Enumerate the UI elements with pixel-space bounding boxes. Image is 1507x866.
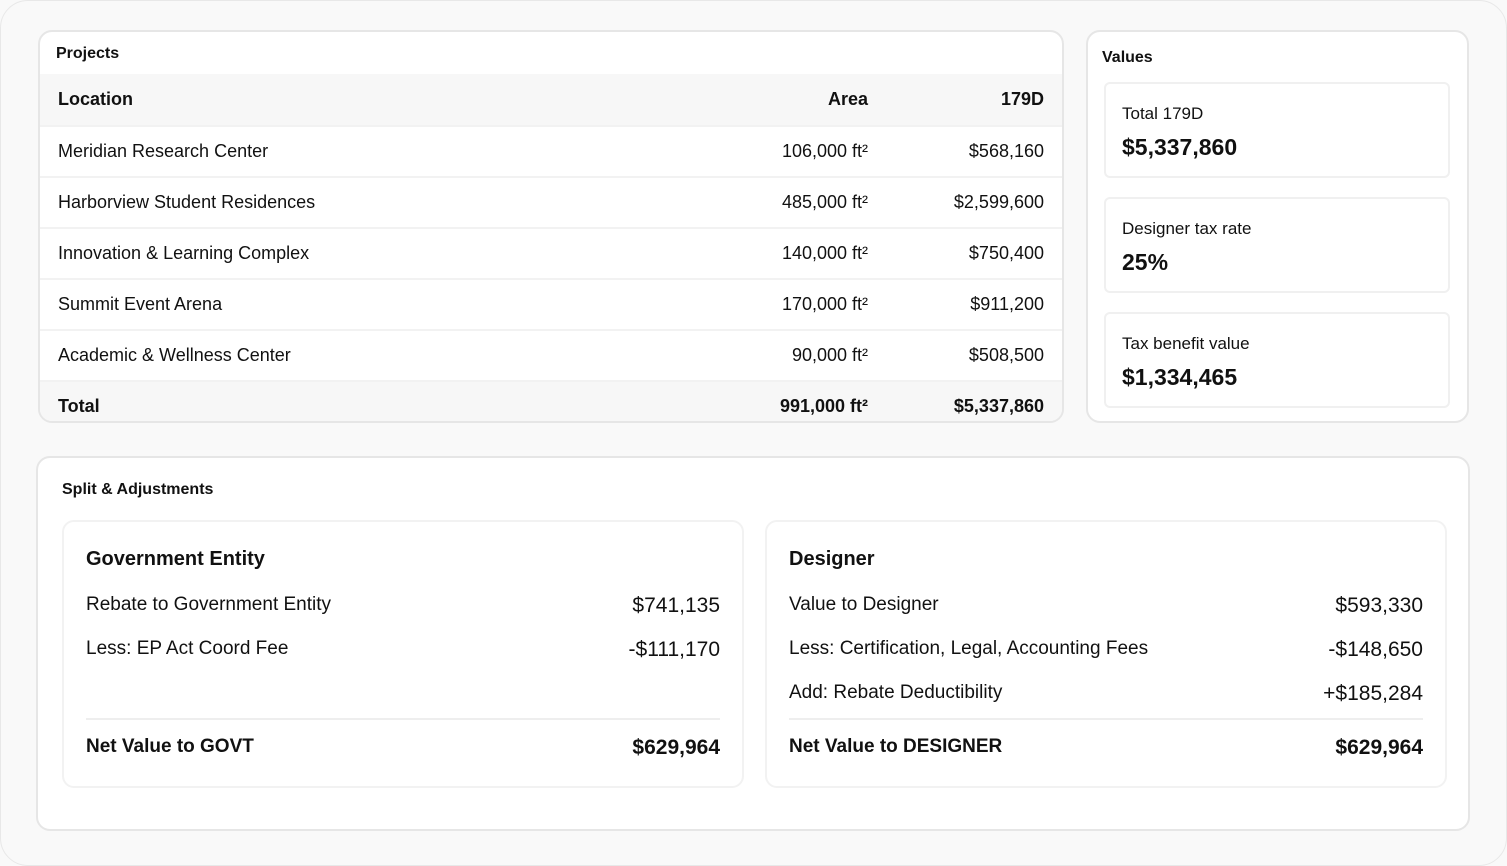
cell: 485,000 ft² [730,177,886,229]
value-box: Tax benefit value $1,334,465 [1104,312,1450,408]
panel-title: Designer [789,548,875,570]
net-row: Net Value to DESIGNER $629,964 [789,736,1423,760]
line-amount: $593,330 [1335,594,1423,617]
cell: $508,500 [886,330,1062,382]
line-item: Value to Designer $593,330 [789,594,1423,618]
card-title: Values [1102,49,1153,66]
cell: 140,000 ft² [730,228,886,280]
line-label: Less: EP Act Coord Fee [86,638,289,659]
separator [86,718,720,720]
split-card: Split & Adjustments Government Entity Reb… [36,456,1470,831]
cell: Innovation & Learning Complex [40,228,730,280]
value-amount: 25% [1122,249,1169,275]
value-label: Total 179D [1122,104,1204,123]
value-amount: $5,337,860 [1122,134,1238,160]
table-row: Meridian Research Center 106,000 ft² $568,… [40,126,1062,178]
cell: 170,000 ft² [730,279,886,331]
values-card: Values Total 179D $5,337,860 Designer tax … [1086,30,1469,423]
line-label: Less: Certification, Legal, Accounting F… [789,638,1149,659]
designer-panel: Designer Value to Designer $593,330 Less: C… [765,520,1447,788]
cell: Summit Event Arena [40,279,730,331]
value-box: Total 179D $5,337,860 [1104,82,1450,178]
cell: $2,599,600 [886,177,1062,229]
line-label: Value to Designer [789,594,939,615]
value-label: Designer tax rate [1122,219,1252,238]
panel-title: Government Entity [86,548,265,570]
net-label: Net Value to GOVT [86,736,254,757]
line-item: Rebate to Government Entity $741,135 [86,594,720,618]
net-amount: $629,964 [1335,736,1423,759]
projects-card: Projects Location Area 179D Meridian Resea… [38,30,1064,423]
cell: $568,160 [886,126,1062,178]
value-amount: $1,334,465 [1122,364,1238,390]
table-row: Academic & Wellness Center 90,000 ft² $508… [40,330,1062,382]
value-label: Tax benefit value [1122,334,1250,353]
cell: Academic & Wellness Center [40,330,730,382]
cell: $911,200 [886,279,1062,331]
line-amount: -$148,650 [1328,638,1423,661]
line-item: Less: Certification, Legal, Accounting F… [789,638,1423,662]
card-title: Projects [56,45,120,62]
table-row: Summit Event Arena 170,000 ft² $911,200 [40,279,1062,331]
line-item: Add: Rebate Deductibility +$185,284 [789,682,1423,706]
column-header: 179D [886,74,1062,127]
cell: Harborview Student Residences [40,177,730,229]
cell: $750,400 [886,228,1062,280]
cell: Meridian Research Center [40,126,730,178]
cell: Total [40,380,730,421]
cell: 90,000 ft² [730,330,886,382]
line-label: Add: Rebate Deductibility [789,682,1003,703]
column-header: Location [40,74,730,127]
separator [789,718,1423,720]
line-amount: -$111,170 [628,638,720,661]
cell: 991,000 ft² [730,380,886,421]
net-row: Net Value to GOVT $629,964 [86,736,720,760]
line-amount: +$185,284 [1323,682,1423,705]
card-title: Split & Adjustments [62,481,214,498]
line-item: Less: EP Act Coord Fee -$111,170 [86,638,720,662]
net-amount: $629,964 [632,736,720,759]
line-amount: $741,135 [632,594,720,617]
cell: 106,000 ft² [730,126,886,178]
government-panel: Government Entity Rebate to Government En… [62,520,744,788]
net-label: Net Value to DESIGNER [789,736,1003,757]
column-header: Area [730,74,886,127]
table-row: Innovation & Learning Complex 140,000 ft²… [40,228,1062,280]
value-box: Designer tax rate 25% [1104,197,1450,293]
projects-table: Location Area 179D Meridian Research Cente… [40,74,1062,421]
cell: $5,337,860 [886,380,1062,421]
total-row: Total 991,000 ft² $5,337,860 [40,380,1062,421]
line-label: Rebate to Government Entity [86,594,332,615]
table-row: Harborview Student Residences 485,000 ft²… [40,177,1062,229]
